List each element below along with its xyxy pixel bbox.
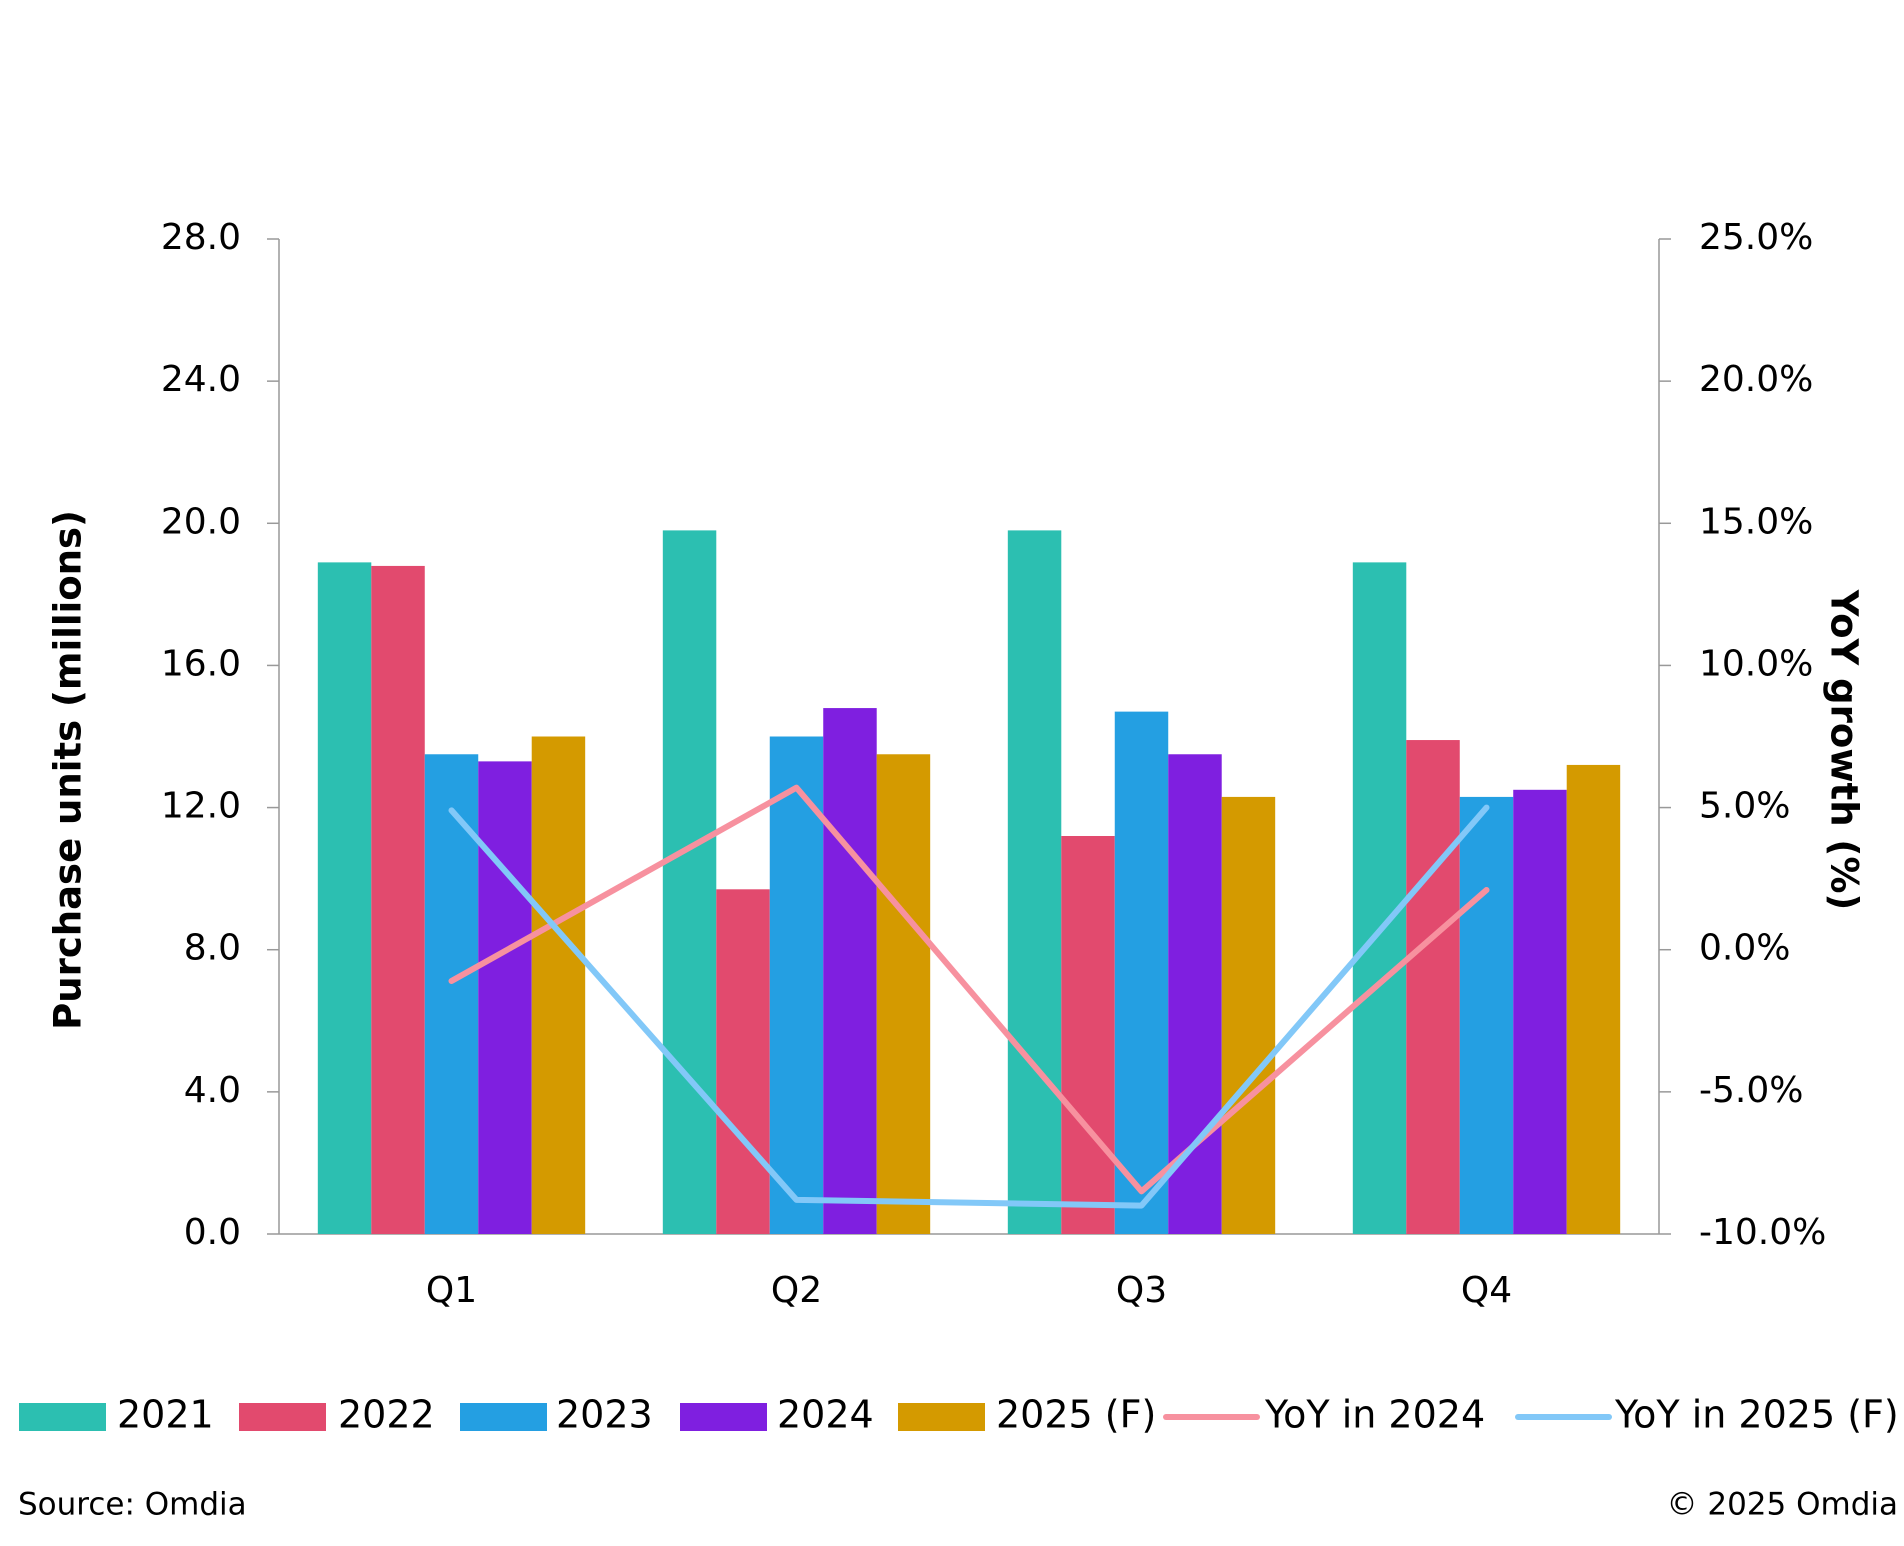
legend-swatch: [680, 1403, 767, 1431]
legend-label: 2024: [777, 1393, 874, 1437]
bar: [1459, 796, 1514, 1234]
y-tick-label: 20.0: [161, 501, 241, 542]
legend-swatch: [19, 1403, 106, 1431]
y2-tick-label: 25.0%: [1699, 217, 1813, 258]
source: Source: Omdia: [18, 1487, 247, 1523]
y2-tick-label: -10.0%: [1699, 1212, 1826, 1253]
bar: [317, 562, 372, 1234]
y-tick-label: 0.0: [184, 1212, 241, 1253]
bar: [1114, 711, 1169, 1234]
legend-swatch: [239, 1403, 326, 1431]
y-tick-label: 12.0: [161, 786, 241, 827]
y-tick-label: 4.0: [184, 1070, 241, 1111]
bar: [769, 736, 824, 1234]
bar: [716, 889, 770, 1234]
legend-label: YoY in 2025 (F): [1614, 1393, 1899, 1437]
bar: [876, 754, 931, 1234]
legend-label: 2023: [556, 1393, 653, 1437]
bar: [1566, 764, 1621, 1234]
copyright: © 2025 Omdia: [1667, 1487, 1899, 1523]
legend-swatch: [898, 1403, 985, 1431]
bar: [478, 761, 532, 1234]
line: [448, 804, 1490, 1209]
legend-swatch: [460, 1403, 547, 1431]
bar: [662, 530, 717, 1234]
x-tick-label: Q2: [771, 1270, 822, 1311]
y-tick-label: 16.0: [161, 643, 241, 684]
x-tick-label: Q4: [1461, 1270, 1512, 1311]
bar: [1406, 740, 1460, 1234]
bar: [1007, 530, 1062, 1234]
x-tick-label: Q1: [426, 1270, 477, 1311]
y2-axis-title: YoY growth (%): [1823, 589, 1866, 911]
legend-label: YoY in 2024: [1264, 1393, 1485, 1437]
bar: [371, 565, 425, 1234]
y-axis-title: Purchase units (millions): [47, 510, 90, 1030]
bar: [823, 708, 877, 1234]
bar: [1352, 562, 1407, 1234]
y2-tick-label: -5.0%: [1699, 1070, 1803, 1111]
legend-label: 2022: [338, 1393, 435, 1437]
bar: [424, 754, 479, 1234]
legend-label: 2021: [117, 1393, 214, 1437]
line: [448, 784, 1490, 1195]
x-tick-label: Q3: [1116, 1270, 1167, 1311]
y-tick-label: 24.0: [161, 359, 241, 400]
y-tick-label: 8.0: [184, 928, 241, 969]
bar: [1513, 789, 1567, 1234]
y2-tick-label: 20.0%: [1699, 359, 1813, 400]
y2-tick-label: 0.0%: [1699, 928, 1790, 969]
y2-tick-label: 15.0%: [1699, 501, 1813, 542]
y2-tick-label: 5.0%: [1699, 786, 1790, 827]
bar: [531, 736, 586, 1234]
bar: [1061, 836, 1115, 1234]
bar: [1168, 754, 1222, 1234]
legend-label: 2025 (F): [996, 1393, 1156, 1437]
bar: [1221, 796, 1276, 1234]
y-tick-label: 28.0: [161, 217, 241, 258]
y2-tick-label: 10.0%: [1699, 643, 1813, 684]
